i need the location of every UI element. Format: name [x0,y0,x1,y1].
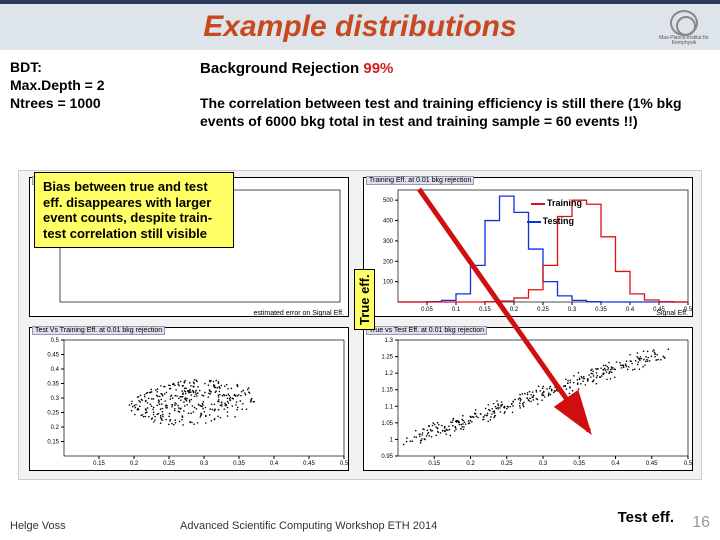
footer-author: Helge Voss [10,520,66,532]
svg-text:0.3: 0.3 [51,396,60,402]
svg-text:0.35: 0.35 [47,382,59,388]
bg-rej-label: Background Rejection [200,60,363,77]
param-line: Max.Depth = 2 [10,76,105,94]
bg-rej-pct: 99% [363,60,393,77]
bdt-params: BDT: Max.Depth = 2 Ntrees = 1000 [10,58,105,113]
test-eff-label: Test eff. [618,509,674,526]
svg-text:0.4: 0.4 [51,367,60,373]
slide-title: Example distributions [203,10,516,44]
footer-venue: Advanced Scientific Computing Workshop E… [180,520,437,532]
logo-text: Max-Planck-Institut für Kernphysik [656,36,712,46]
page-number: 16 [692,514,710,532]
title-bar: Example distributions Max-Planck-Institu… [0,0,720,50]
svg-text:0.2: 0.2 [51,425,60,431]
chart-bl-title: Test Vs Training Eff. at 0.01 bkg reject… [32,326,165,335]
mpi-logo: Max-Planck-Institut für Kernphysik [656,10,712,46]
note-callout: Bias between true and test eff. disappea… [34,172,234,248]
chart-tl-xlabel: estimated error on Signal Eff. [253,310,344,317]
explanation-text: The correlation between test and trainin… [200,95,690,130]
svg-text:0.3: 0.3 [200,461,209,467]
chart-bottom-left: Test Vs Training Eff. at 0.01 bkg reject… [29,327,349,471]
svg-text:0.15: 0.15 [47,440,59,446]
svg-text:0.25: 0.25 [47,411,59,417]
svg-text:0.45: 0.45 [47,353,59,359]
bg-rejection: Background Rejection 99% [200,60,393,77]
svg-text:0.15: 0.15 [93,461,105,467]
logo-ring-icon [670,10,698,36]
param-line: BDT: [10,58,105,76]
svg-text:0.2: 0.2 [130,461,139,467]
svg-text:0.45: 0.45 [303,461,315,467]
svg-text:0.35: 0.35 [233,461,245,467]
svg-text:0.5: 0.5 [51,338,60,344]
svg-text:0.5: 0.5 [340,461,349,467]
svg-text:0.4: 0.4 [270,461,279,467]
chart-bl-svg: 0.15 0.2 0.25 0.3 0.35 0.4 0.45 0.5 0.15 0.2 0.25 0… [30,328,350,472]
arrow-icon [359,171,699,481]
true-eff-label: True eff. [354,269,375,330]
svg-text:0.25: 0.25 [163,461,175,467]
param-line: Ntrees = 1000 [10,94,105,112]
